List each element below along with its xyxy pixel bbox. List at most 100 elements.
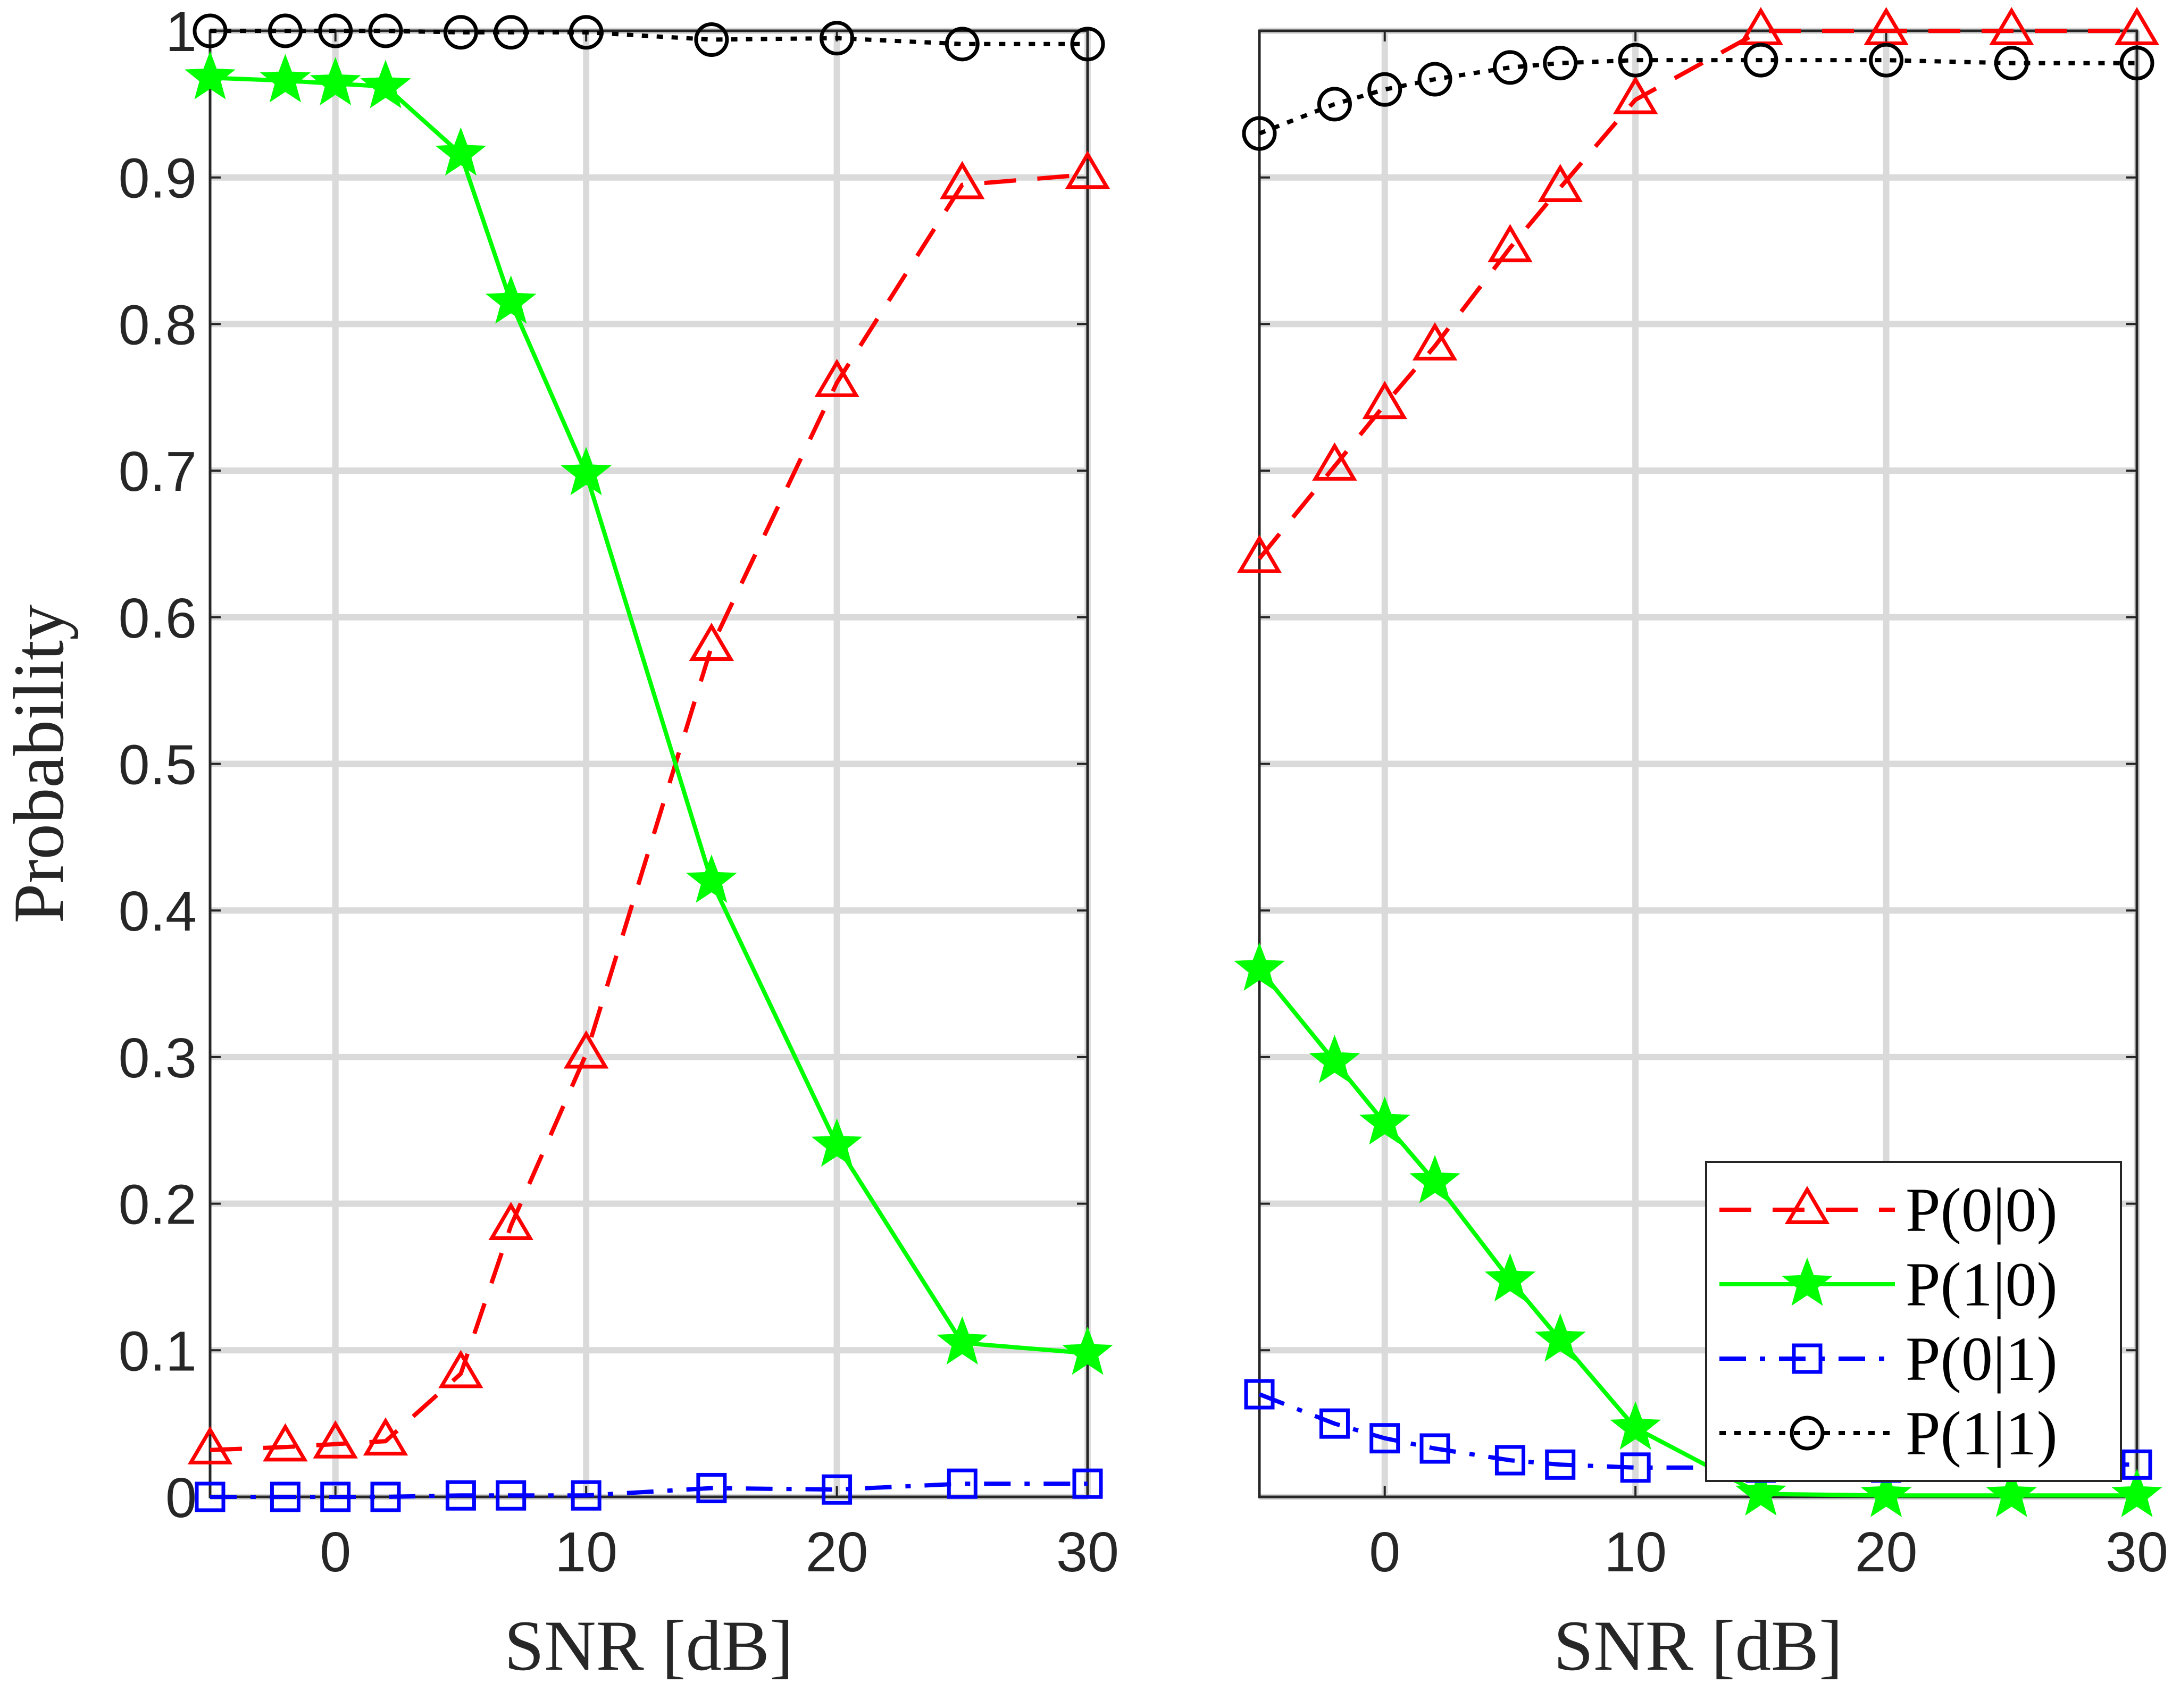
data-point [1369,1423,1400,1454]
data-point [363,1417,408,1456]
data-point [443,15,478,50]
series-line [210,1481,1088,1499]
data-point [1610,1401,1661,1450]
data-point [1065,150,1110,189]
data-point [260,54,311,103]
x-tick-label: 20 [806,1521,868,1584]
legend-marker [1792,1343,1823,1374]
data-point [1613,76,1658,114]
series-P(1|0) [1234,942,2162,1517]
data-point [1362,381,1407,420]
legend-box [1705,1161,2122,1482]
data-point [318,13,353,48]
data-point [445,1480,476,1511]
data-point [814,358,859,397]
y-tick-label: 0.6 [119,587,197,650]
y-tick-label: 0.3 [119,1027,197,1090]
legend-label: P(0|0) [1906,1175,2058,1245]
x-tick-label: 0 [1369,1521,1400,1584]
data-point [1312,442,1357,481]
y-tick-label: 0.4 [119,880,197,943]
data-point [571,1480,602,1511]
data-point [1234,942,1285,991]
data-point [488,1202,533,1241]
series-P(1|1) [1242,43,2154,151]
legend-label: P(1|0) [1906,1250,2058,1319]
data-point [2114,7,2160,46]
data-point [1492,50,1527,85]
data-point [1367,72,1402,107]
data-point [1484,1253,1536,1302]
data-point [1494,1445,1525,1476]
data-point [1409,1154,1460,1203]
data-point [195,1481,225,1512]
data-point [1419,1433,1450,1464]
x-axis-label: SNR [dB] [1553,1606,1843,1686]
data-point [563,1030,609,1069]
data-point [1989,7,2034,46]
data-point [494,15,529,50]
data-point [1359,1096,1410,1145]
data-point [1072,1468,1103,1499]
data-point [310,57,361,105]
data-point [485,275,537,324]
data-point [1417,62,1452,97]
data-point [2111,1468,2162,1517]
data-point [320,1481,351,1512]
data-point [940,161,985,199]
x-tick-label: 30 [2106,1521,2168,1584]
data-point [1319,1408,1350,1439]
y-tick-label: 0.5 [119,734,197,797]
x-tick-label: 20 [1855,1521,1918,1584]
data-point [263,1423,308,1462]
y-tick-label: 0.1 [119,1320,197,1383]
data-point [2119,46,2154,81]
data-point [1242,116,1277,151]
series-P(1|0) [185,51,1113,1375]
legend-marker [1782,1257,1833,1306]
data-point [1543,46,1578,81]
data-point [1538,164,1583,203]
x-axis-label: SNR [dB] [504,1606,793,1686]
y-tick-label: 0 [165,1467,197,1529]
legend-marker [1784,1186,1830,1225]
data-point [185,51,236,99]
data-point [368,13,403,48]
series-P(0|1) [195,1468,1103,1512]
series-line [210,172,1088,1452]
legend-marker [1790,1416,1825,1451]
data-point [1743,43,1778,78]
data-point [1534,1313,1586,1362]
data-point [1994,46,2029,81]
data-point [360,60,411,108]
data-point [686,854,737,903]
data-point [1244,1379,1275,1410]
data-point [569,15,604,50]
series-P(1|1) [193,13,1105,62]
data-point [2121,1449,2152,1480]
y-tick-label: 0.9 [119,147,197,210]
data-point [945,27,980,62]
legend: P(0|0)P(1|0)P(0|1)P(1|1) [1705,1161,2122,1482]
data-point [1620,1452,1651,1483]
data-point [1618,43,1653,78]
legend-label: P(1|1) [1906,1399,2058,1468]
x-tick-label: 30 [1056,1521,1119,1584]
data-point [561,447,612,496]
data-point [1309,1034,1360,1083]
data-point [1412,322,1458,361]
data-point [811,1118,863,1167]
data-point [694,22,729,57]
data-point [947,1468,978,1499]
data-point [496,1480,527,1511]
data-point [1237,534,1282,573]
data-point [435,127,487,176]
x-tick-label: 0 [320,1521,351,1584]
data-point [1545,1449,1576,1480]
y-axis-label: Probability [0,605,79,924]
series-line [1257,29,2137,560]
data-point [820,21,855,56]
data-point [270,1481,300,1512]
data-point [822,1474,853,1505]
